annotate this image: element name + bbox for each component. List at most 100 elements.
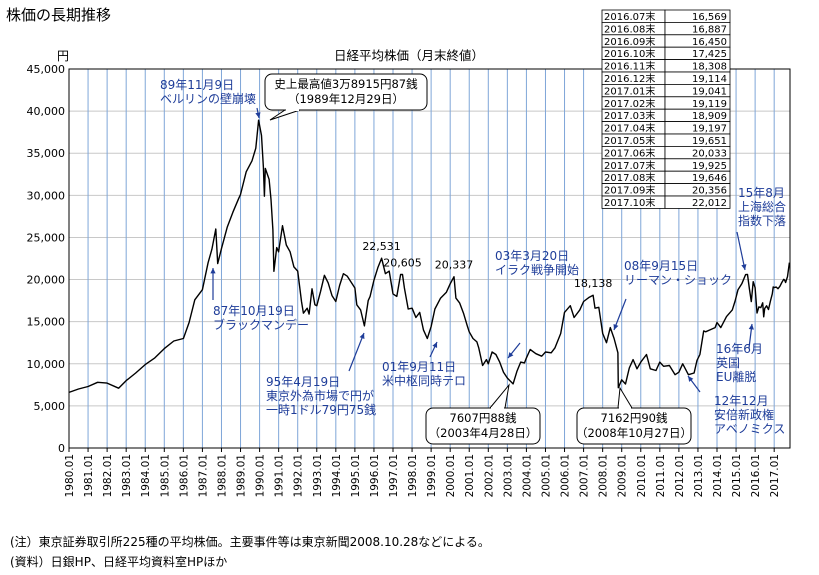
x-tick-label: 2007.01 bbox=[579, 454, 591, 497]
callout-box bbox=[576, 407, 692, 445]
event-annotation: 89年11月9日ベルリンの壁崩壊 bbox=[160, 78, 256, 106]
series-line bbox=[68, 119, 791, 394]
table-value: 20,033 bbox=[692, 148, 727, 159]
table-date: 2017.02末 bbox=[604, 97, 655, 110]
arrow-head bbox=[688, 376, 694, 382]
callout-box bbox=[425, 407, 541, 445]
x-tick-label: 2011.01 bbox=[655, 454, 667, 497]
y-tick-label: 35,000 bbox=[27, 147, 66, 160]
y-tick-label: 5,000 bbox=[34, 400, 66, 413]
x-tick-label: 2001.01 bbox=[464, 454, 476, 497]
table-date: 2017.03末 bbox=[604, 109, 655, 122]
x-tick-label: 1998.01 bbox=[407, 454, 419, 497]
table-value: 18,909 bbox=[692, 111, 727, 122]
table-date: 2016.11末 bbox=[604, 60, 655, 73]
x-tick-label: 1994.01 bbox=[331, 454, 343, 497]
table-date: 2017.01末 bbox=[604, 84, 655, 97]
x-tick-label: 1992.01 bbox=[293, 454, 305, 497]
x-tick-label: 2016.01 bbox=[750, 454, 762, 497]
arrow-head bbox=[508, 352, 514, 358]
table-date: 2017.04末 bbox=[604, 122, 655, 135]
x-tick-label: 1995.01 bbox=[350, 454, 362, 497]
x-tick-label: 2010.01 bbox=[636, 454, 648, 497]
table-date: 2016.10末 bbox=[604, 47, 655, 60]
table-date: 2017.06末 bbox=[604, 146, 655, 159]
x-tick-label: 1988.01 bbox=[216, 454, 228, 497]
x-tick-label: 1987.01 bbox=[197, 454, 209, 497]
event-annotation: 03年3月20日イラク戦争開始 bbox=[495, 249, 579, 277]
callout-text: 7162円90銭（2008年10月27日） bbox=[576, 411, 692, 440]
y-tick-label: 0 bbox=[58, 442, 65, 455]
event-annotation: 87年10月19日ブラックマンデー bbox=[213, 304, 309, 332]
x-tick-label: 1986.01 bbox=[178, 454, 190, 497]
table-cell bbox=[664, 195, 731, 209]
table-value: 20,356 bbox=[692, 186, 727, 197]
event-annotation: 16年6月英国 EU離脱 bbox=[716, 342, 763, 384]
peak-value-label: 22,531 bbox=[362, 240, 401, 253]
table-value: 18,308 bbox=[692, 62, 727, 73]
table-value: 19,114 bbox=[692, 74, 727, 85]
x-tick-label: 1996.01 bbox=[369, 454, 381, 497]
event-annotation: 01年9月11日米中枢同時テロ bbox=[382, 360, 466, 388]
x-tick-label: 1990.01 bbox=[255, 454, 267, 497]
table-date: 2017.05末 bbox=[604, 134, 655, 147]
arrow-head bbox=[741, 264, 747, 270]
table-date: 2017.07末 bbox=[604, 159, 655, 172]
table-date: 2017.08末 bbox=[604, 171, 655, 184]
y-tick-label: 45,000 bbox=[27, 63, 66, 76]
x-tick-label: 2003.01 bbox=[502, 454, 514, 497]
x-tick-label: 1997.01 bbox=[388, 454, 400, 497]
x-tick-label: 2004.01 bbox=[521, 454, 533, 497]
arrow-head bbox=[432, 342, 438, 348]
x-tick-label: 2006.01 bbox=[560, 454, 572, 497]
table-value: 19,119 bbox=[692, 99, 727, 110]
table-value: 17,425 bbox=[692, 49, 727, 60]
table-value: 19,925 bbox=[692, 161, 727, 172]
table-value: 16,450 bbox=[692, 37, 727, 48]
callout-box bbox=[264, 73, 428, 111]
annotation-arrow bbox=[613, 298, 627, 331]
table-date: 2016.09末 bbox=[604, 35, 655, 48]
event-annotation: 08年9月15日リーマン・ショック bbox=[624, 259, 732, 287]
footnote-note: (注）東京証券取引所225種の平均株価。主要事件等は東京新聞2008.10.28… bbox=[10, 535, 490, 549]
x-tick-label: 1983.01 bbox=[121, 454, 133, 497]
event-annotation: 12年12月安倍新政権アベノミクス bbox=[714, 394, 785, 436]
annotation-arrow bbox=[348, 332, 365, 372]
table-date: 2016.08末 bbox=[604, 22, 655, 35]
y-tick-label: 20,000 bbox=[27, 274, 66, 287]
x-tick-label: 1989.01 bbox=[236, 454, 248, 497]
arrow-head bbox=[748, 324, 754, 330]
table-value: 16,887 bbox=[692, 24, 727, 35]
x-tick-label: 2005.01 bbox=[540, 454, 552, 497]
y-tick-label: 25,000 bbox=[27, 231, 66, 244]
y-axis-unit: 円 bbox=[57, 49, 69, 63]
table-value: 19,651 bbox=[692, 136, 727, 147]
x-tick-label: 2002.01 bbox=[483, 454, 495, 497]
x-tick-label: 1982.01 bbox=[102, 454, 114, 497]
table-value: 19,197 bbox=[692, 124, 727, 135]
x-tick-label: 2017.01 bbox=[769, 454, 781, 497]
y-tick-label: 30,000 bbox=[27, 189, 66, 202]
table-value: 19,646 bbox=[692, 173, 727, 184]
table-date: 2017.09末 bbox=[604, 184, 655, 197]
table-date: 2016.12末 bbox=[604, 72, 655, 85]
callout-text: 史上最高値3万8915円87銭（1989年12月29日） bbox=[274, 77, 418, 106]
peak-value-label: 18,138 bbox=[574, 277, 613, 290]
x-tick-label: 2012.01 bbox=[674, 454, 686, 497]
footnote-source: (資料）日銀HP、日経平均資料室HPほか bbox=[10, 555, 228, 569]
arrow-head bbox=[255, 112, 261, 118]
x-tick-label: 1999.01 bbox=[426, 454, 438, 497]
y-tick-label: 10,000 bbox=[27, 358, 66, 371]
annotation-arrow bbox=[736, 231, 746, 271]
arrow-head bbox=[210, 268, 216, 274]
peak-value-label: 20,337 bbox=[435, 259, 474, 272]
table-date: 2017.10末 bbox=[604, 196, 655, 209]
page-title: 株価の長期推移 bbox=[6, 6, 112, 24]
x-tick-label: 2013.01 bbox=[693, 454, 705, 497]
y-tick-label: 40,000 bbox=[27, 105, 66, 118]
peak-value-label: 20,605 bbox=[383, 256, 422, 269]
x-tick-label: 1984.01 bbox=[140, 454, 152, 497]
callout-text: 7607円88銭（2003年4月28日） bbox=[429, 411, 538, 440]
x-tick-label: 1980.01 bbox=[64, 454, 76, 497]
arrow-head bbox=[613, 324, 619, 330]
